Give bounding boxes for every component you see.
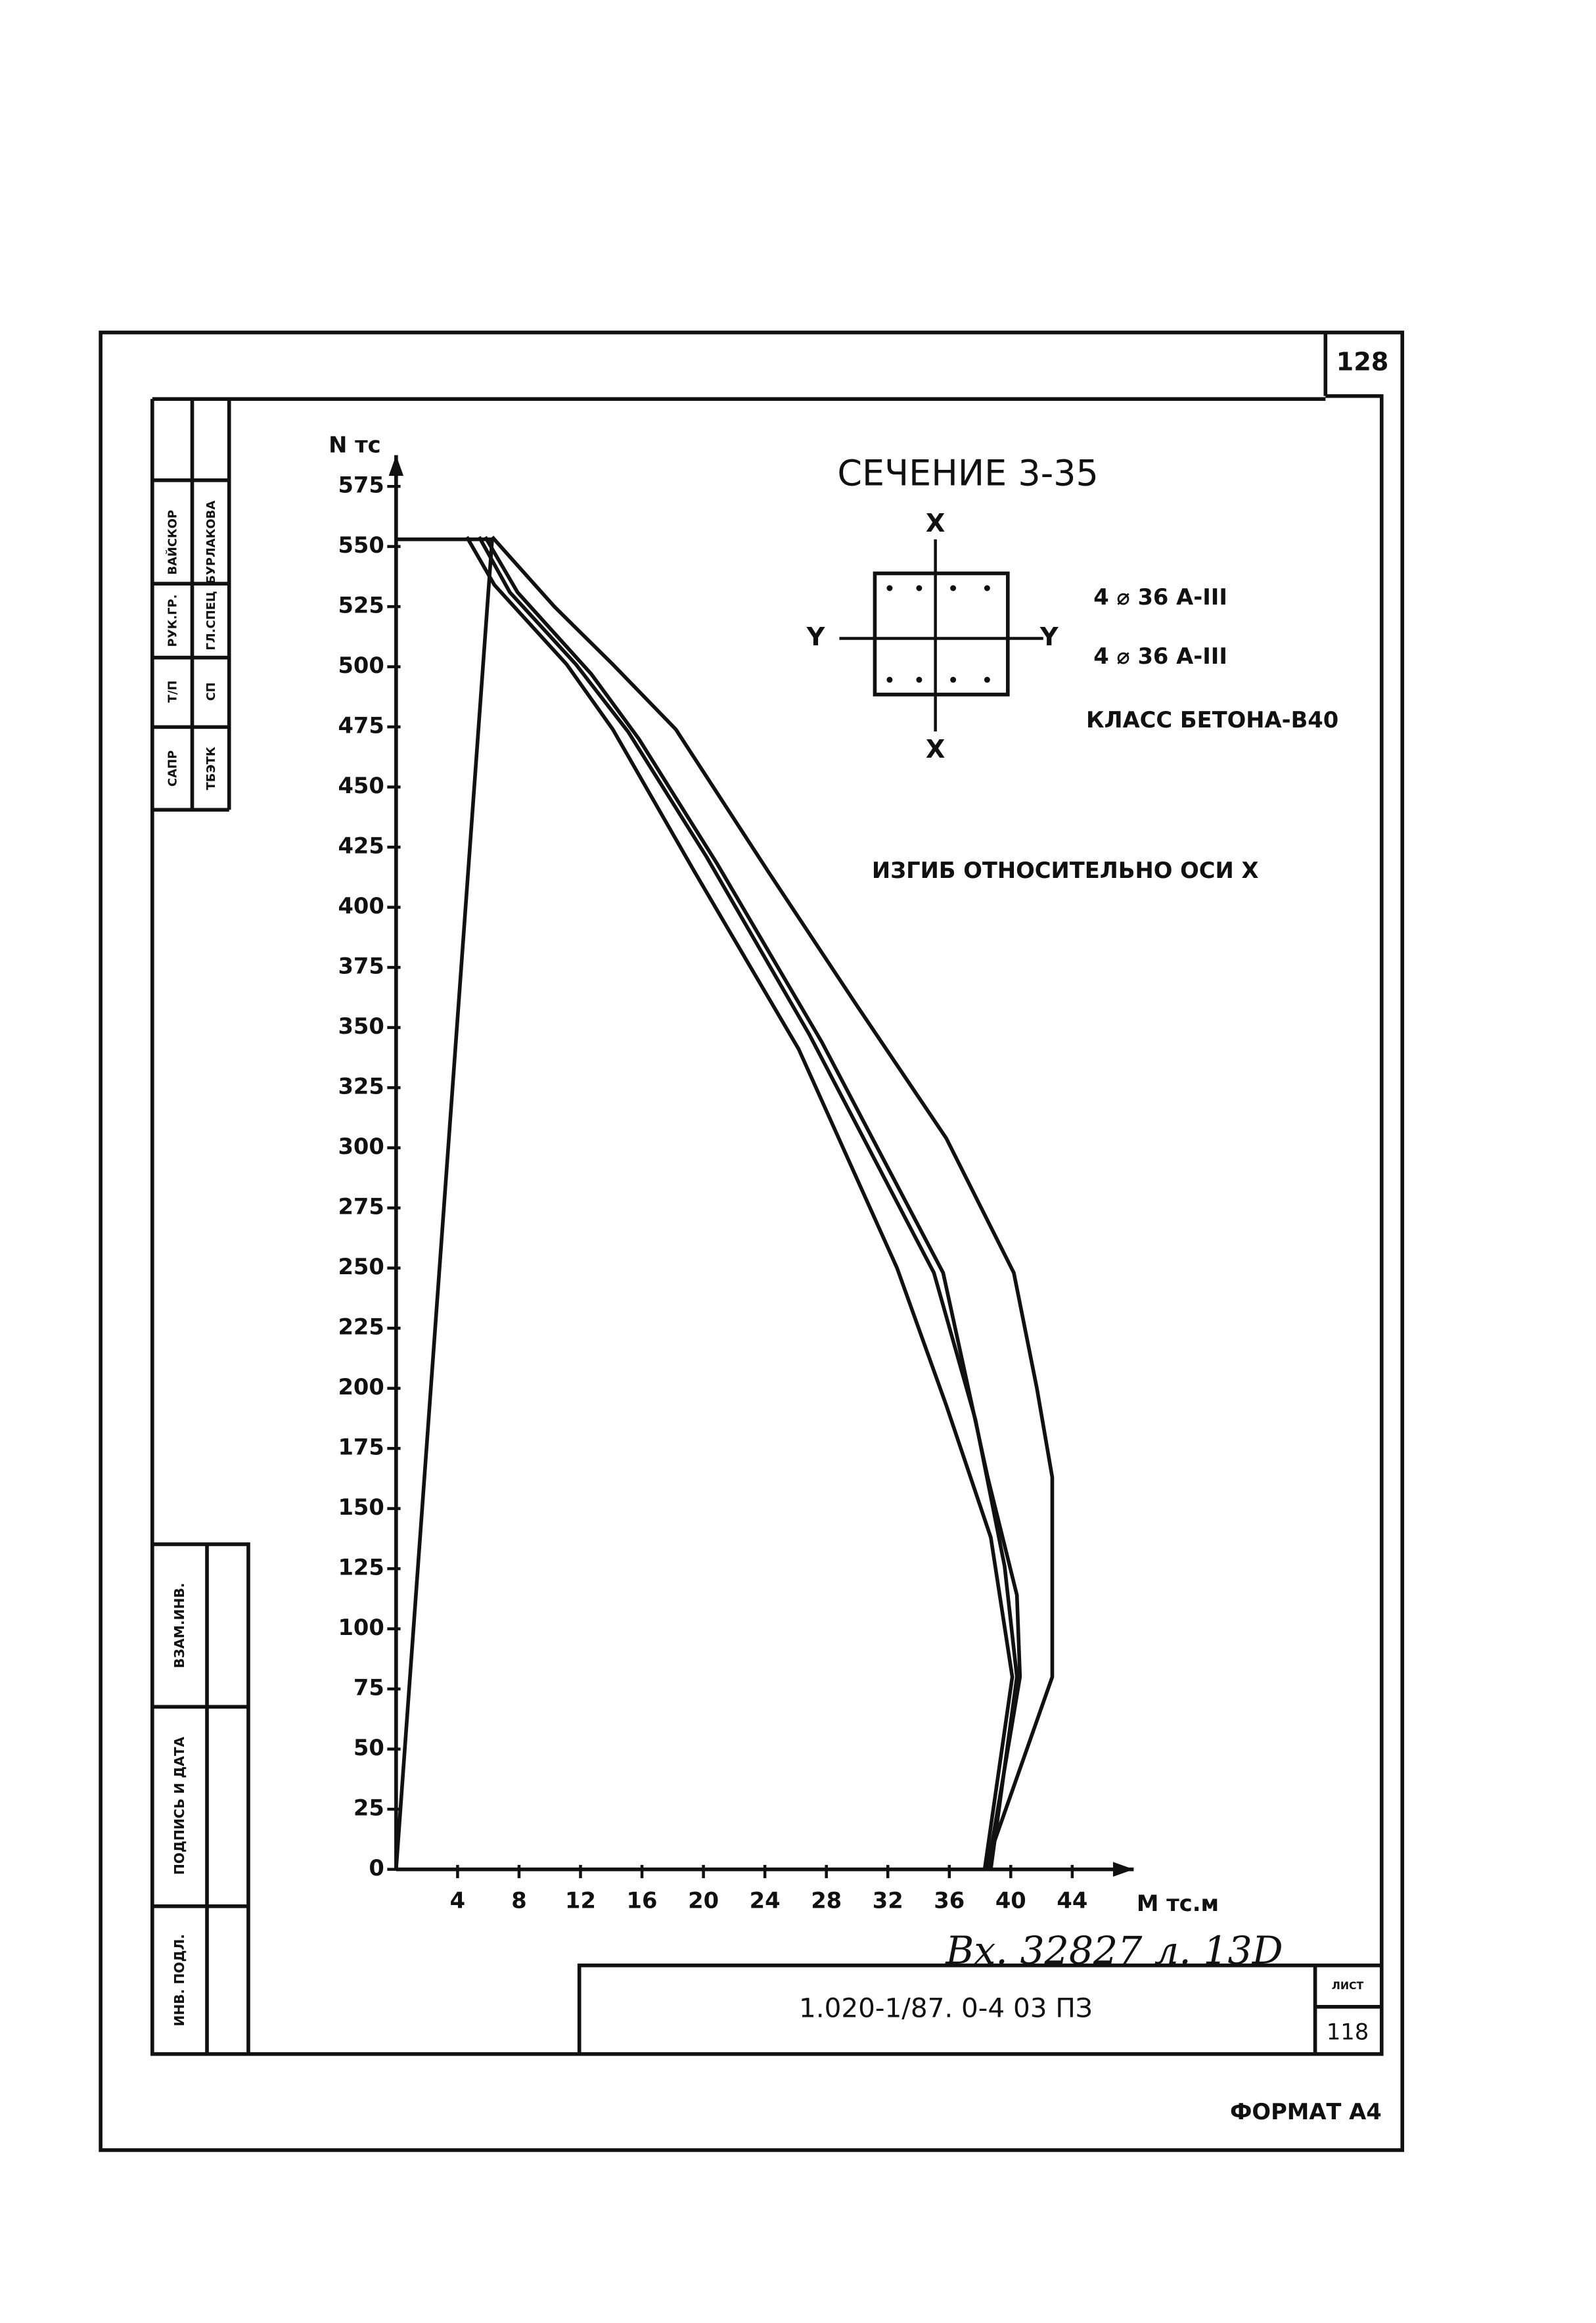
side-field-text: ИНВ. ПОДЛ. xyxy=(171,1934,187,2027)
y-tick-label: 275 xyxy=(338,1194,384,1220)
y-tick-label: 125 xyxy=(338,1555,384,1580)
x-tick-label: 12 xyxy=(565,1888,596,1914)
side-stamp-text: БУРЛАКОВА xyxy=(204,501,218,584)
x-tick-label: 16 xyxy=(627,1888,658,1914)
section-axes-lines xyxy=(839,539,1043,732)
y-tick-label: 75 xyxy=(353,1675,384,1701)
y-tick-label: 475 xyxy=(338,713,384,739)
side-fields-grid xyxy=(152,1542,250,2054)
y-tick-label: 175 xyxy=(338,1435,384,1460)
x-tick-label: 4 xyxy=(450,1888,465,1914)
side-stamp-text: ГЛ.СПЕЦ xyxy=(204,591,218,650)
y-tick-label: 200 xyxy=(338,1374,384,1400)
interaction-curve xyxy=(394,537,494,1870)
x-tick-label: 24 xyxy=(750,1888,781,1914)
inner-frame xyxy=(150,332,1384,2056)
y-axis-arrow xyxy=(388,455,404,476)
handwritten-note: Вх. 32827 л. 13D xyxy=(945,1928,1283,1973)
side-stamp-text: ВАЙСКОР xyxy=(165,510,179,575)
rebar-dots xyxy=(886,585,990,683)
y-tick-label: 550 xyxy=(338,532,384,558)
x-axis-label: М тс.м xyxy=(1137,1891,1219,1916)
y-tick-label: 50 xyxy=(353,1735,384,1760)
document-code: 1.020-1/87. 0-4 03 ПЗ xyxy=(799,1992,1093,2023)
sheet-label: ЛИСТ xyxy=(1332,1979,1364,1992)
interaction-curve xyxy=(490,536,1055,1870)
y-tick-label: 450 xyxy=(338,773,384,798)
y-tick-label: 250 xyxy=(338,1254,384,1279)
x-tick-label: 40 xyxy=(995,1888,1026,1914)
side-field-text: ПОДПИСЬ И ДАТА xyxy=(171,1736,187,1875)
y-tick-label: 575 xyxy=(338,472,384,498)
y-tick-label: 150 xyxy=(338,1494,384,1520)
y-tick-label: 425 xyxy=(338,833,384,859)
outer-frame xyxy=(99,331,1405,2152)
annotation: 4 ⌀ 36 А-III xyxy=(1093,584,1227,610)
y-tick-label: 0 xyxy=(369,1855,384,1881)
annotation: ИЗГИБ ОТНОСИТЕЛЬНО ОСИ Х xyxy=(872,858,1259,883)
section-axis-label: X xyxy=(926,509,945,538)
side-stamp-grid xyxy=(152,399,231,812)
interaction-curve xyxy=(484,536,1022,1870)
x-tick-label: 36 xyxy=(934,1888,965,1914)
interaction-curve xyxy=(477,536,1019,1870)
y-tick-label: 350 xyxy=(338,1013,384,1039)
title-block xyxy=(577,1963,1382,2054)
x-tick-label: 8 xyxy=(511,1888,526,1914)
x-axis-arrow xyxy=(1112,1862,1134,1877)
cross-section xyxy=(839,539,1043,732)
annotation: КЛАСС БЕТОНА-В40 xyxy=(1086,707,1338,733)
y-tick-label: 400 xyxy=(338,893,384,919)
y-tick-label: 325 xyxy=(338,1074,384,1099)
x-tick-label: 44 xyxy=(1057,1888,1087,1914)
side-stamp-text: Т/П xyxy=(166,680,179,702)
y-tick-label: 300 xyxy=(338,1134,384,1159)
y-tick-label: 100 xyxy=(338,1615,384,1640)
section-outline xyxy=(873,571,1010,697)
x-tick-label: 28 xyxy=(811,1888,842,1914)
y-tick-label: 225 xyxy=(338,1314,384,1340)
y-tick-label: 375 xyxy=(338,954,384,979)
y-tick-label: 25 xyxy=(353,1795,384,1821)
side-stamp-text: СП xyxy=(204,682,218,701)
x-tick-label: 20 xyxy=(688,1888,719,1914)
side-stamp-text: ТБЭТК xyxy=(204,747,218,790)
annotation: 4 ⌀ 36 А-III xyxy=(1093,643,1227,669)
y-tick-label: 525 xyxy=(338,593,384,618)
y-tick-label: 500 xyxy=(338,653,384,678)
chart-title: СЕЧЕНИЕ 3-35 xyxy=(837,453,1098,494)
section-axis-label: Y xyxy=(806,623,826,652)
interaction-curve xyxy=(465,536,1015,1870)
sheet-number: 128 xyxy=(1336,348,1389,377)
sheet: 118 xyxy=(1327,2019,1369,2045)
side-stamp-text: РУК.ГР. xyxy=(166,594,179,647)
section-axis-label: Y xyxy=(1039,623,1059,652)
x-tick-label: 32 xyxy=(873,1888,903,1914)
format: ФОРМАТ А4 xyxy=(1230,2099,1382,2125)
y-axis-label: N тс xyxy=(329,432,381,458)
section-axis-label: X xyxy=(926,735,945,764)
side-stamp-text: САПР xyxy=(166,750,179,787)
side-field-text: ВЗАМ.ИНВ. xyxy=(171,1583,187,1668)
